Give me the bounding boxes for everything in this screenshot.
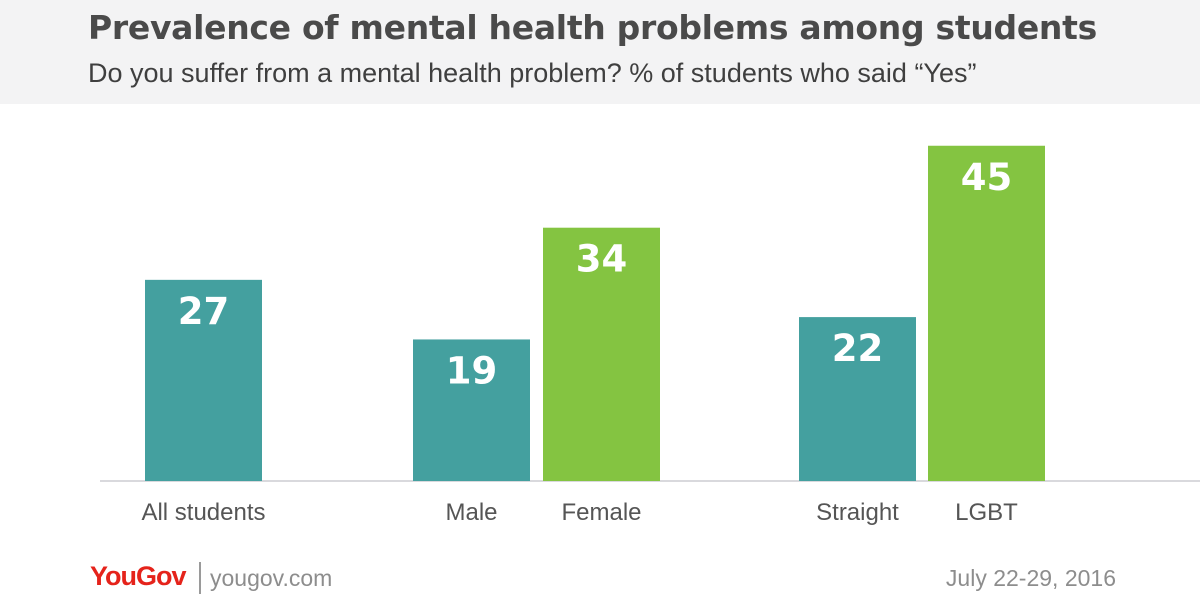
bar-female — [543, 227, 660, 481]
value-label-female: 34 — [576, 238, 628, 281]
bar-lgbt — [928, 145, 1045, 481]
bar-straight — [799, 317, 916, 481]
chart-header: Prevalence of mental health problems amo… — [0, 0, 1200, 104]
value-label-male: 19 — [446, 349, 498, 392]
value-label-all-students: 27 — [178, 290, 230, 333]
chart-subtitle: Do you suffer from a mental health probl… — [88, 58, 977, 88]
footer-divider — [199, 562, 201, 594]
chart-title: Prevalence of mental health problems amo… — [88, 8, 1097, 47]
value-label-lgbt: 45 — [961, 156, 1013, 199]
category-label-all-students: All students — [141, 499, 265, 526]
category-label-straight: Straight — [816, 499, 899, 526]
category-label-female: Female — [561, 499, 641, 526]
bar-male — [413, 339, 530, 481]
yougov-logo: YouGov — [90, 561, 187, 591]
category-label-male: Male — [445, 499, 497, 526]
footer-date: July 22-29, 2016 — [945, 565, 1116, 591]
value-label-straight: 22 — [832, 327, 884, 370]
bar-all-students — [145, 279, 262, 481]
category-label-lgbt: LGBT — [955, 499, 1018, 526]
footer-site-link[interactable]: yougov.com — [210, 565, 333, 591]
